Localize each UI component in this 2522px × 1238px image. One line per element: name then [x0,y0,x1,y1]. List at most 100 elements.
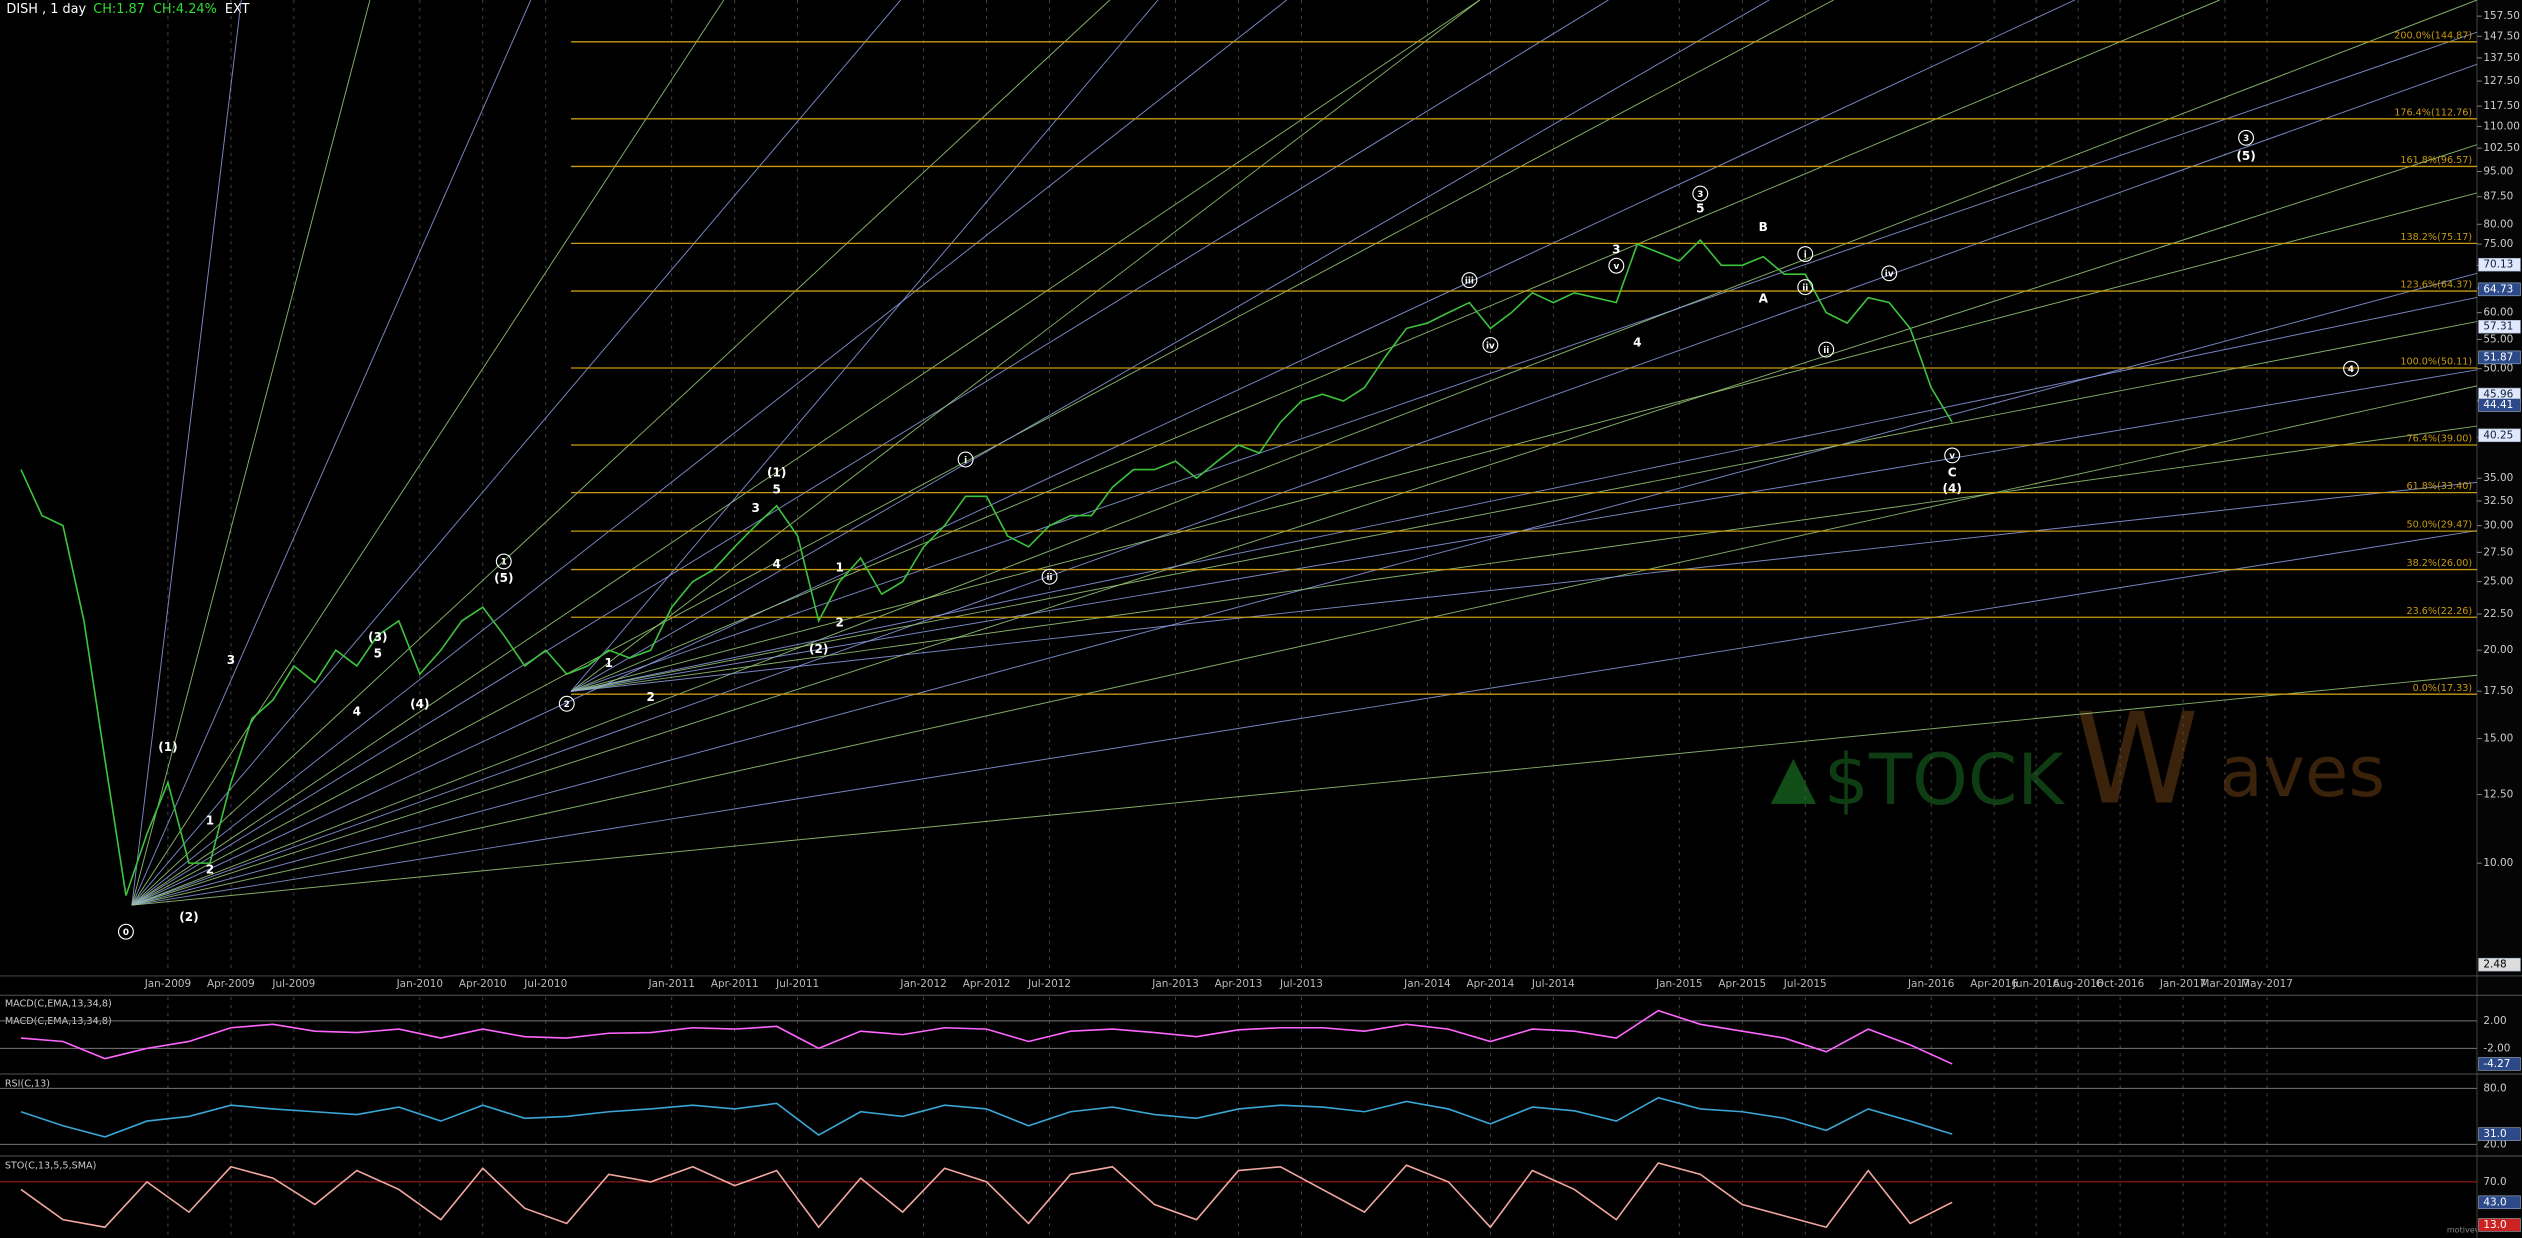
wave-label: 3 [751,501,759,515]
wave-label: 3 [1697,190,1703,200]
level-label: 138.2%(75.17) [2400,232,2472,243]
annotation-circle [495,553,512,570]
fan-line [131,0,1288,906]
fan-line [131,63,2478,906]
x-tick-label: Mar-2017 [2200,978,2249,990]
price-tag-box [2478,428,2521,443]
wave-label: 3 [1612,242,1620,256]
y-tick-label: 25.00 [2483,576,2513,588]
x-tick-label: Jul-2014 [1531,978,1575,990]
price-tag-box [2478,257,2521,272]
y-tick-label: 137.50 [2483,52,2520,64]
price-tag-box [2478,1127,2521,1141]
indicator-label: MACD(C,EMA,13,34,8) [5,1016,112,1027]
fan-line [570,481,2478,692]
wave-label: 1 [605,656,613,670]
fan-line [570,321,2478,692]
wave-label: 0 [123,928,129,938]
y-tick-label: 20.0 [2483,1138,2506,1150]
fan-line [570,31,2478,692]
annotation-circle [1482,337,1499,353]
price-tag: 45.96 [2483,389,2513,401]
y-tick-label: 102.50 [2483,142,2520,154]
y-tick-label: 30.00 [2483,520,2513,532]
fan-line [131,0,1111,906]
level-label: 50.0%(29.47) [2406,520,2472,531]
fan-line [131,0,1834,906]
wave-label: iv [1885,270,1894,280]
annotation-circle [2238,129,2255,146]
y-tick-label: 15.00 [2483,733,2513,745]
indicator-label: RSI(C,13) [5,1079,50,1090]
fan-line [131,0,242,906]
wave-label: 4 [772,557,780,571]
level-label: 100.0%(50.11) [2400,357,2472,368]
wave-label: 2 [835,616,843,630]
fan-line [131,0,2076,906]
x-tick-label: Jul-2010 [523,978,567,990]
x-tick-label: Apr-2011 [711,978,759,990]
y-tick-label: 75.00 [2483,238,2513,250]
annotation-circle [1041,568,1058,585]
wave-label: 2 [647,690,655,704]
level-label: 200.0%(144.87) [2394,30,2472,41]
wave-label: A [1759,291,1769,305]
price-tag: 57.31 [2483,321,2513,333]
price-tag: 51.87 [2483,351,2513,363]
fan-line [570,0,2220,692]
wave-label: ii [1823,346,1829,356]
x-tick-label: Jan-2011 [648,978,695,990]
y-tick-label: 55.00 [2483,333,2513,345]
y-tick-label: 17.50 [2483,685,2513,697]
level-label: 123.6%(64.37) [2400,280,2472,291]
x-tick-label: Jan-2017 [2159,978,2206,990]
y-tick-label: 147.50 [2483,30,2520,42]
wave-label: iv [1486,341,1495,351]
level-label: 38.2%(26.00) [2406,558,2472,569]
wave-label: 1 [835,561,843,575]
annotation-circle [1797,246,1814,263]
y-tick-label: 32.50 [2483,495,2513,507]
fan-line [131,674,2478,906]
x-tick-label: Jan-2012 [899,978,946,990]
price-tag-box [2478,282,2521,297]
wave-label: 2 [564,700,570,710]
wave-label: i [964,456,967,466]
x-tick-label: Oct-2016 [2096,978,2144,990]
wave-label: ii [1802,283,1808,293]
series-line [20,1096,1953,1138]
price-tag-box [2478,1218,2521,1232]
y-tick-label: 117.50 [2483,100,2520,112]
level-label: 0.0%(17.33) [2413,683,2473,694]
fan-line [570,0,1770,692]
price-tag-box [2478,319,2521,334]
y-tick-label: 12.50 [2483,789,2513,801]
fan-line [131,0,371,906]
annotation-circle [1692,185,1709,202]
fan-line [131,385,2478,906]
x-tick-label: Apr-2009 [207,978,255,990]
x-tick-label: Jul-2015 [1783,978,1827,990]
x-tick-label: Jul-2012 [1027,978,1071,990]
y-tick-label: 22.50 [2483,608,2513,620]
level-label: 76.4%(39.00) [2406,434,2472,445]
annotation-circle [957,451,974,468]
annotation-circle [558,695,575,712]
fan-line [131,0,1481,906]
x-tick-label: Jan-2016 [1907,978,1954,990]
level-label: 23.6%(22.26) [2406,606,2472,617]
price-tag: -4.27 [2483,1058,2510,1070]
wave-label: 3 [227,653,235,667]
annotation-circle [1461,272,1478,289]
fan-line [131,530,2478,906]
y-tick-label: 2.00 [2483,1015,2506,1027]
price-tag-box [2478,398,2521,412]
x-tick-label: Jul-2009 [271,978,315,990]
x-tick-label: May-2017 [2241,978,2293,990]
y-tick-label: 70.0 [2483,1176,2506,1188]
x-tick-label: Jun-2016 [2012,978,2060,990]
price-tag: 2.48 [2483,959,2506,971]
